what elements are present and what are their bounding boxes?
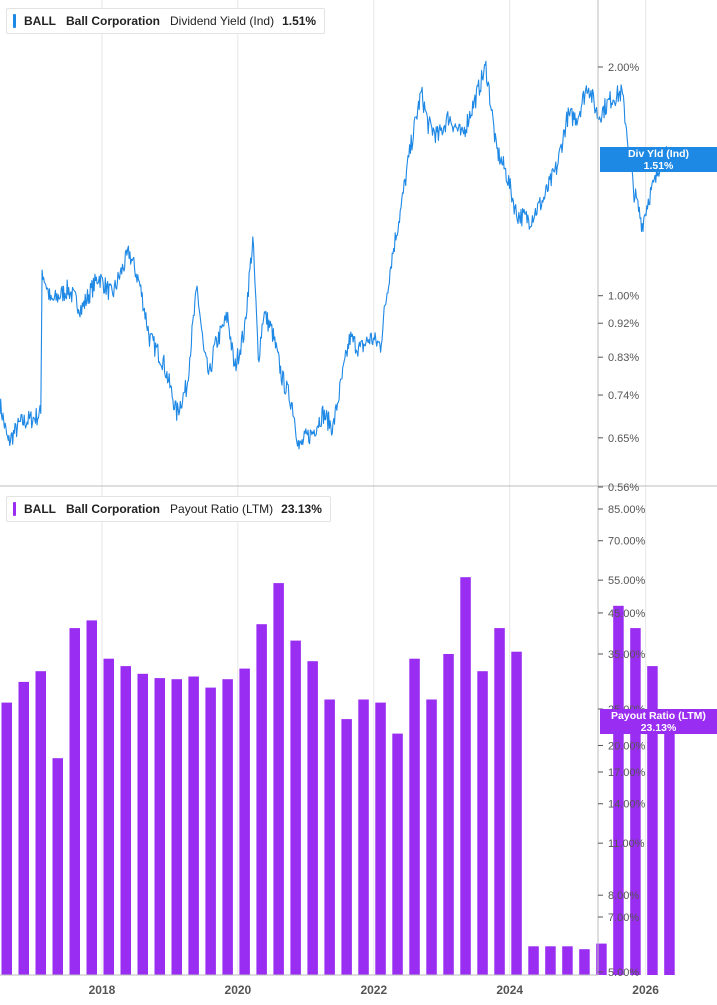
- flag-value: 1.51%: [643, 159, 674, 172]
- y-tick-label: 11.00%: [608, 838, 645, 850]
- legend-symbol: BALL: [24, 502, 56, 516]
- flag-label: Payout Ratio (LTM): [611, 709, 706, 722]
- x-tick-label: 2022: [360, 983, 387, 997]
- current-payout-flag: Payout Ratio (LTM) 23.13%: [600, 709, 717, 734]
- payout-bar: [528, 946, 539, 975]
- x-tick-label: 2020: [225, 983, 252, 997]
- payout-bar: [630, 628, 641, 975]
- payout-bar: [256, 624, 267, 975]
- flag-value: 23.13%: [640, 721, 677, 734]
- payout-plot: [1, 577, 675, 975]
- y-tick-label: 1.00%: [608, 291, 639, 303]
- payout-bar: [188, 676, 199, 975]
- payout-bar: [375, 702, 386, 975]
- y-tick-label: 17.00%: [608, 767, 646, 779]
- legend-company: Ball Corporation: [66, 14, 161, 28]
- legend-metric: Payout Ratio (LTM): [170, 502, 274, 516]
- legend-payout-ratio: BALL Ball Corporation Payout Ratio (LTM)…: [6, 496, 331, 522]
- payout-bar: [35, 671, 46, 975]
- payout-bar: [222, 679, 233, 975]
- grid-layer: [101, 0, 647, 975]
- y-tick-label: 8.00%: [608, 890, 639, 902]
- y-tick-label: 7.00%: [608, 912, 639, 924]
- x-tick-label: 2018: [89, 983, 116, 997]
- payout-bar: [511, 651, 522, 975]
- payout-bar: [307, 661, 318, 975]
- x-tick-label: 2024: [496, 983, 523, 997]
- payout-bar: [443, 654, 454, 975]
- y-tick-label: 0.74%: [608, 390, 639, 402]
- payout-bar: [392, 733, 403, 975]
- payout-bar: [18, 681, 29, 975]
- payout-bar: [239, 668, 250, 975]
- legend-swatch-yield: [13, 14, 16, 28]
- y-tick-label: 35.00%: [608, 649, 646, 661]
- y-tick-label: 0.65%: [608, 433, 639, 445]
- y-tick-label: 85.00%: [608, 504, 646, 516]
- payout-bar: [69, 628, 80, 975]
- y-tick-label: 5.00%: [608, 967, 639, 979]
- payout-bar: [154, 678, 165, 975]
- y-tick-label: 70.00%: [608, 536, 646, 548]
- payout-bar: [647, 666, 658, 975]
- legend-value: 23.13%: [281, 502, 322, 516]
- payout-bar: [409, 658, 420, 975]
- y-tick-label: 0.83%: [608, 352, 639, 364]
- payout-bar: [52, 758, 63, 975]
- y-tick-label: 20.00%: [608, 740, 646, 752]
- payout-bar: [324, 699, 335, 975]
- payout-bar: [103, 658, 114, 975]
- payout-bar: [562, 946, 573, 975]
- legend-company: Ball Corporation: [66, 502, 161, 516]
- legend-symbol: BALL: [24, 14, 56, 28]
- payout-bar: [426, 699, 437, 975]
- payout-bar: [494, 628, 505, 975]
- y-tick-label: 2.00%: [608, 62, 639, 74]
- legend-value: 1.51%: [282, 14, 317, 28]
- payout-bar: [171, 679, 182, 975]
- flag-label: Div Yld (Ind): [627, 147, 690, 160]
- y-tick-label: 55.00%: [608, 575, 646, 587]
- payout-bar: [545, 946, 556, 975]
- y-tick-label: 14.00%: [608, 799, 646, 811]
- dividend-yield-line: [0, 60, 670, 450]
- y-tick-label: 45.00%: [608, 608, 646, 620]
- y-tick-label: 0.92%: [608, 318, 639, 330]
- legend-metric: Dividend Yield (Ind): [170, 14, 275, 28]
- legend-dividend-yield: BALL Ball Corporation Dividend Yield (In…: [6, 8, 326, 34]
- x-tick-label: 2026: [632, 983, 659, 997]
- y-tick-label: 0.56%: [608, 482, 639, 494]
- payout-bar: [1, 702, 12, 975]
- current-yield-flag: Div Yld (Ind) 1.51%: [600, 147, 717, 172]
- payout-bar: [290, 640, 301, 975]
- payout-bar: [460, 577, 471, 975]
- payout-bar: [205, 687, 216, 975]
- payout-bar: [120, 666, 131, 975]
- legend-swatch-payout: [13, 502, 16, 516]
- payout-bar: [477, 671, 488, 975]
- payout-bar: [596, 943, 607, 975]
- payout-bar: [273, 583, 284, 975]
- payout-bar: [341, 719, 352, 975]
- payout-bar: [613, 605, 624, 975]
- payout-bar: [664, 715, 675, 975]
- yield-plot: [0, 60, 670, 450]
- payout-bar: [137, 673, 148, 975]
- payout-bar: [579, 949, 590, 975]
- payout-bar: [358, 699, 369, 975]
- payout-bar: [86, 620, 97, 975]
